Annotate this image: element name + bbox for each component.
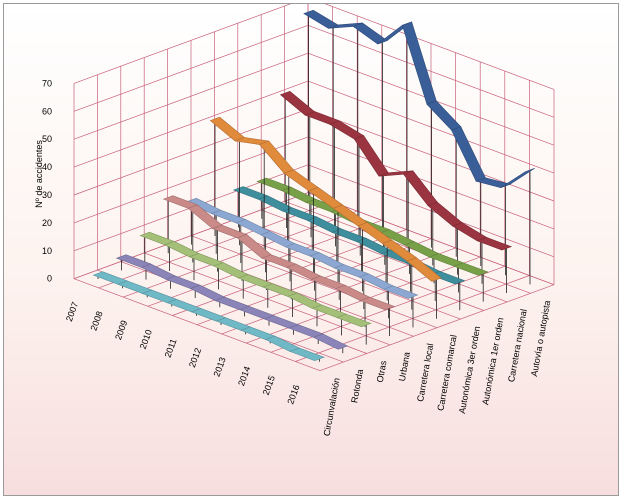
ribbon-segment — [240, 326, 276, 340]
chart-svg: 0 10 20 30 40 50 60 70 Nº de accidentes 2007 2008 2… — [34, 4, 555, 437]
ribbon-segment — [261, 254, 297, 268]
series-tick-label: Autovía o autopista — [529, 300, 552, 378]
year-tick-label: 2013 — [212, 356, 228, 378]
series-tick-label: Carretera local — [415, 343, 435, 403]
ribbon-segment — [309, 252, 345, 269]
series-tick-label: Otras — [375, 359, 389, 383]
ribbon-segment — [406, 257, 442, 282]
ribbon-segment — [476, 237, 513, 251]
year-tick-label: 2012 — [187, 347, 203, 369]
ribbon-segment — [238, 305, 275, 320]
series-tick-label: Circunvalación — [322, 377, 342, 437]
ribbon-segment — [190, 308, 227, 322]
ribbon-segment — [141, 289, 178, 304]
year-tick-label: 2011 — [163, 337, 179, 359]
ribbon-segment — [333, 264, 370, 278]
series-ribbon — [92, 271, 325, 362]
gridlines — [73, 4, 555, 372]
ribbon-segment — [306, 216, 343, 233]
ribbon-segment — [211, 224, 248, 239]
series-ribbon — [139, 231, 372, 345]
series-ribbon — [162, 195, 396, 336]
ribbon-segment — [312, 333, 349, 350]
year-tick-label: 2010 — [138, 328, 154, 350]
y-tick-label: 30 — [42, 190, 52, 200]
ribbon-segment — [189, 284, 226, 301]
y-tick-label: 10 — [42, 246, 52, 256]
y-axis-ticks: 0 10 20 30 40 50 60 70 — [42, 78, 52, 283]
gridline-floor — [319, 284, 555, 372]
series-tick-label: Carretera comarcal — [435, 334, 458, 412]
series-tick-label: Autonómica 3er orden — [457, 325, 482, 414]
gridline-floor — [270, 265, 505, 353]
ribbon-segment — [288, 324, 324, 338]
year-tick-label: 2015 — [261, 374, 277, 396]
ribbon-segment — [259, 140, 294, 174]
y-tick-label: 70 — [42, 78, 52, 88]
year-tick-label: 2008 — [89, 310, 105, 332]
ribbon-segment — [209, 116, 245, 142]
y-tick-label: 50 — [42, 134, 52, 144]
ribbon-segment — [166, 298, 202, 313]
ribbon-segment — [429, 271, 466, 285]
ribbon-segment — [256, 177, 292, 191]
ribbon-segment — [428, 253, 465, 267]
year-tick-label: 2016 — [285, 383, 301, 405]
ribbon-segment — [304, 111, 340, 125]
series-group — [92, 9, 535, 362]
ribbon-segment — [382, 285, 419, 299]
ribbon-segment — [117, 280, 153, 294]
y-tick-label: 20 — [42, 218, 52, 228]
y-axis-title: Nº de accidentes — [34, 140, 44, 208]
series-tick-label: Autonómica 1er orden — [480, 317, 505, 406]
year-tick-label: 2007 — [64, 301, 80, 323]
ribbon-segment — [232, 186, 269, 200]
ribbon-segment — [263, 315, 300, 329]
ribbon-segment — [453, 262, 489, 276]
ribbon-segment — [311, 304, 348, 318]
ribbon-segment — [279, 90, 316, 116]
series-ribbon — [115, 254, 349, 354]
ribbon-segment — [165, 275, 201, 289]
ribbon-segment — [188, 253, 225, 267]
series-tick-label: Rotonda — [349, 368, 365, 403]
ribbon-segment — [500, 168, 535, 188]
series-tick-label: Carretera nacional — [506, 308, 529, 383]
ribbon-segment — [403, 170, 438, 207]
year-tick-label: 2009 — [113, 319, 129, 341]
chart-area: 0 10 20 30 40 50 60 70 Nº de accidentes 2007 2008 2… — [3, 3, 619, 496]
ribbon-segment — [359, 296, 396, 311]
ribbon-segment — [331, 228, 367, 242]
y-tick-label: 0 — [47, 274, 52, 284]
ribbon-segment — [139, 231, 175, 246]
ribbon-segment — [215, 317, 252, 331]
ribbon-segment — [214, 296, 250, 311]
ribbon-segment — [163, 241, 200, 258]
series-ribbon — [303, 9, 535, 285]
y-tick-label: 60 — [42, 106, 52, 116]
gridline-floor — [73, 192, 309, 280]
series-tick-label: Urbana — [397, 351, 412, 382]
ribbon-segment — [427, 201, 463, 227]
year-tick-label: 2014 — [236, 365, 252, 387]
ribbon-segment — [92, 271, 129, 285]
ribbon-segment — [334, 284, 371, 301]
gridline-floor — [98, 201, 333, 289]
y-tick-label: 40 — [42, 162, 52, 172]
ribbon-segment — [289, 347, 325, 362]
ribbon-segment — [336, 313, 372, 328]
